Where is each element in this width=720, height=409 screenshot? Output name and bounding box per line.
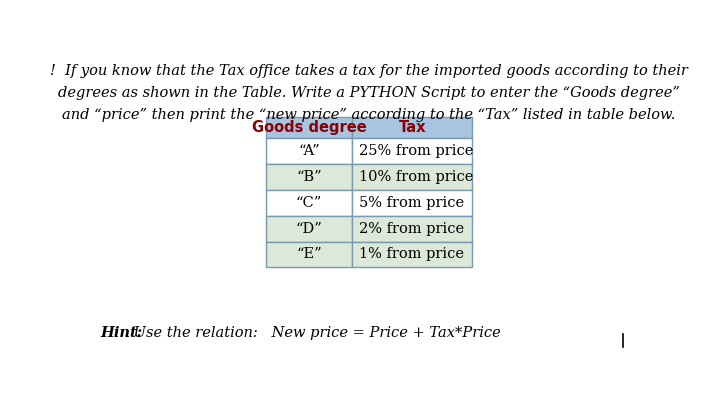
Text: Goods degree: Goods degree xyxy=(252,120,366,135)
Text: 25% from price: 25% from price xyxy=(359,144,473,158)
Bar xyxy=(266,216,352,241)
Text: 1% from price: 1% from price xyxy=(359,247,464,261)
Bar xyxy=(352,241,472,267)
Text: 10% from price: 10% from price xyxy=(359,170,473,184)
Text: Hint:: Hint: xyxy=(100,326,142,339)
Bar xyxy=(352,216,472,241)
Bar xyxy=(352,190,472,216)
Text: and “price” then print the “new price” according to the “Tax” listed in table be: and “price” then print the “new price” a… xyxy=(63,108,675,122)
Text: “C”: “C” xyxy=(296,196,322,210)
Text: “E”: “E” xyxy=(296,247,322,261)
Text: 5% from price: 5% from price xyxy=(359,196,464,210)
Text: “A”: “A” xyxy=(298,144,320,158)
Text: Use the relation:   New price = Price + Tax*Price: Use the relation: New price = Price + Ta… xyxy=(129,326,501,339)
Bar xyxy=(266,117,352,138)
Bar xyxy=(352,164,472,190)
Text: !  If you know that the Tax office takes a tax for the imported goods according : ! If you know that the Tax office takes … xyxy=(50,64,688,78)
Bar xyxy=(352,138,472,164)
Text: degrees as shown in the Table. Write a PYTHON Script to enter the “Goods degree”: degrees as shown in the Table. Write a P… xyxy=(58,86,680,100)
Text: Tax: Tax xyxy=(398,120,426,135)
Text: 2% from price: 2% from price xyxy=(359,222,464,236)
Text: “D”: “D” xyxy=(296,222,323,236)
Bar xyxy=(266,190,352,216)
Text: “B”: “B” xyxy=(296,170,322,184)
Bar xyxy=(266,164,352,190)
Bar xyxy=(266,241,352,267)
Bar xyxy=(266,138,352,164)
Bar xyxy=(352,117,472,138)
